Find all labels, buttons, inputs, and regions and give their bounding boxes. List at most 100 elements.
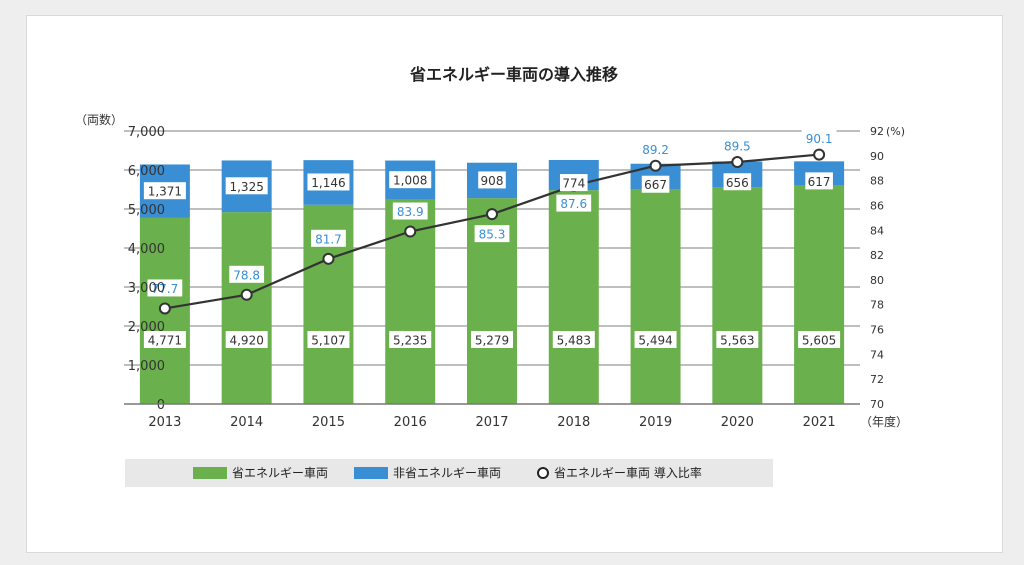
ratio-value-label: 78.8: [233, 268, 260, 282]
non-eco-value-label-bg: [805, 172, 833, 190]
ratio-point: [404, 225, 417, 238]
ratio-point: [731, 156, 744, 169]
non-eco-value-label: 667: [644, 178, 667, 192]
y-left-tick-label: 3,000: [128, 281, 165, 296]
ratio-value-label-bg: [392, 202, 428, 220]
eco-value-label: 5,605: [802, 334, 836, 348]
ratio-value-label: 85.3: [479, 228, 506, 242]
eco-value-label-bg: [634, 331, 677, 348]
legend-ratio-label: 省エネルギー車両 導入比率: [554, 465, 702, 480]
x-tick-label: 2015: [312, 415, 345, 430]
ratio-value-label-bg: [229, 265, 265, 283]
x-unit-label: （年度）: [860, 414, 908, 429]
y-right-tick-label: 84: [870, 224, 884, 237]
non-eco-value-label-bg: [307, 173, 350, 191]
eco-value-label-bg: [716, 331, 759, 348]
non-eco-value-label: 774: [562, 177, 585, 191]
legend-non-eco-swatch: [354, 467, 388, 479]
y-left-tick-label: 7,000: [128, 125, 165, 140]
legend-eco-label: 省エネルギー車両: [232, 466, 328, 480]
y-left-tick-label: 2,000: [128, 320, 165, 335]
ratio-value-label: 81.7: [315, 232, 342, 246]
eco-value-label-bg: [798, 331, 841, 348]
ratio-value-label: 89.5: [724, 140, 751, 154]
x-tick-label: 2019: [639, 415, 672, 430]
ratio-value-label-bg: [147, 279, 183, 297]
eco-value-label-bg: [143, 331, 186, 348]
eco-value-label: 5,494: [638, 334, 672, 348]
ratio-point: [486, 208, 498, 221]
y-left-tick-label: 6,000: [128, 164, 165, 179]
non-eco-value-label-bg: [389, 171, 432, 189]
non-eco-value-label-bg: [225, 177, 268, 195]
eco-value-label-bg: [471, 331, 513, 348]
y-right-tick-label: 90: [870, 150, 884, 163]
bar-eco: [630, 189, 681, 404]
ratio-value-label: 90.1: [806, 132, 833, 146]
x-tick-label: 2014: [230, 415, 263, 430]
non-eco-value-label: 617: [808, 175, 831, 189]
chart: 省エネルギー車両の導入推移 （両数） （年度） 4,771 4,920 5,107 5…: [75, 65, 908, 487]
y-right-tick-label: 74: [870, 348, 884, 361]
non-eco-value-label: 1,146: [311, 176, 345, 190]
non-eco-value-label: 656: [726, 176, 749, 190]
chart-title: 省エネルギー車両の導入推移: [409, 65, 618, 84]
x-tick-label: 2020: [721, 415, 754, 430]
eco-value-label: 5,483: [557, 334, 591, 348]
non-eco-value-label-bg: [641, 175, 670, 193]
non-eco-value-label-bg: [559, 174, 588, 192]
ratio-value-label: 87.6: [560, 197, 587, 211]
non-eco-value-label-bg: [143, 182, 186, 200]
chart-card: 省エネルギー車両の導入推移 （両数） （年度） 4,771 4,920 5,107 5…: [26, 15, 1003, 553]
y-right-tick-label: 72: [870, 373, 884, 386]
y-right-tick-label: 76: [870, 324, 884, 337]
eco-value-label: 4,771: [148, 334, 182, 348]
eco-value-label-bg: [307, 331, 350, 348]
bar-eco: [794, 185, 845, 404]
ratio-value-label-bg: [474, 225, 510, 243]
eco-value-label: 5,235: [393, 334, 427, 348]
ratio-point: [813, 148, 826, 161]
ratio-value-label: 89.2: [642, 143, 669, 157]
y-left-tick-label: 1,000: [128, 359, 165, 374]
ratio-value-label-bg: [801, 129, 837, 147]
y-right-tick-label: 70: [870, 398, 884, 411]
x-tick-label: 2018: [557, 415, 590, 430]
ratio-point: [322, 252, 335, 265]
legend-non-eco-label: 非省エネルギー車両: [393, 466, 501, 480]
y-left-tick-label: 4,000: [128, 242, 165, 257]
bar-eco: [221, 212, 272, 404]
eco-value-label-bg: [389, 331, 432, 348]
y-right-tick-label: 82: [870, 249, 884, 262]
ratio-value-label-bg: [556, 194, 592, 212]
ratio-value-label: 83.9: [397, 205, 424, 219]
non-eco-value-label: 908: [481, 174, 504, 188]
y-right-tick-label: 86: [870, 199, 884, 212]
legend-eco-swatch: [193, 467, 227, 479]
non-eco-value-label-bg: [478, 171, 506, 189]
eco-value-label: 4,920: [229, 334, 263, 348]
ratio-value-label-bg: [638, 140, 673, 158]
ratio-value-label-bg: [719, 137, 755, 155]
non-eco-value-label: 1,008: [393, 174, 427, 188]
y-left-tick-label: 0: [157, 398, 165, 413]
x-tick-label: 2017: [475, 415, 508, 430]
ratio-value-label-bg: [311, 229, 346, 247]
y-right-tick-label: 78: [870, 299, 884, 312]
y-right-tick-label: 92: [870, 125, 884, 138]
ratio-point: [649, 159, 662, 172]
non-eco-value-label-bg: [723, 173, 752, 191]
bar-eco: [548, 190, 599, 404]
y-right-unit-label: (%): [886, 125, 905, 138]
y-left-tick-label: 5,000: [128, 203, 165, 218]
eco-value-label-bg: [552, 331, 595, 348]
ratio-value-label: 77.7: [152, 282, 179, 296]
ratio-point: [158, 302, 171, 315]
non-eco-value-label: 1,371: [148, 185, 182, 199]
eco-value-label: 5,107: [311, 334, 345, 348]
y-right-tick-label: 80: [870, 274, 884, 287]
eco-value-label: 5,279: [475, 334, 509, 348]
x-tick-label: 2021: [803, 415, 836, 430]
ratio-point: [240, 288, 253, 301]
x-tick-label: 2013: [148, 415, 181, 430]
